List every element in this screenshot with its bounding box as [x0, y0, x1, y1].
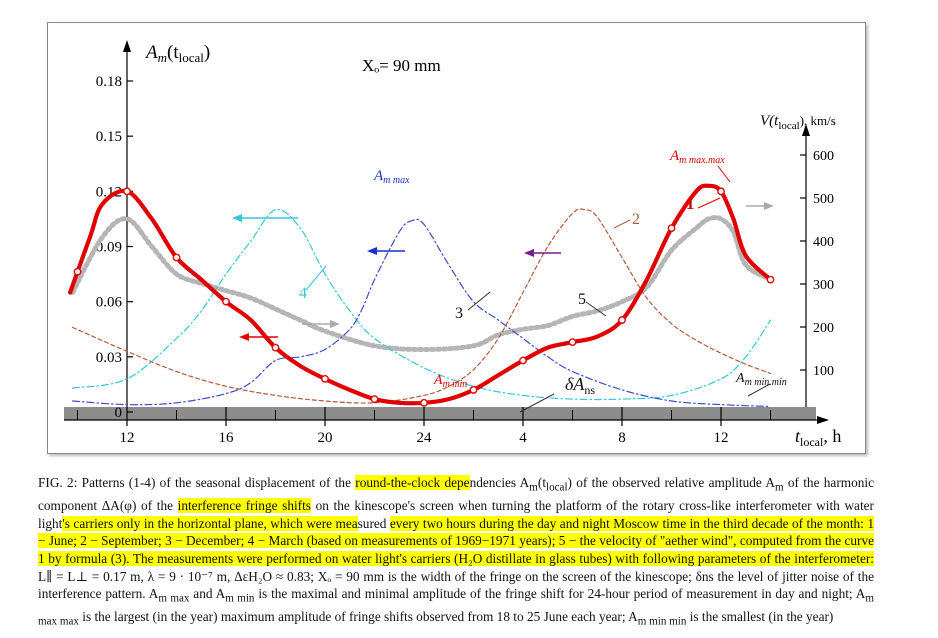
x-tick-label: 16: [219, 430, 235, 446]
highlight-2: interference fringe shifts: [177, 498, 311, 514]
data-point: [469, 386, 478, 394]
y-left-tick-label: 0.03: [96, 350, 122, 366]
annot-delta-ns: δAns: [565, 374, 595, 397]
highlight-1: round-the-clock depe: [355, 475, 470, 490]
y-left-tick-label: 0.09: [96, 240, 122, 256]
leader-delta: [519, 393, 555, 413]
data-point: [766, 275, 775, 284]
x-tick-label: 24: [417, 430, 433, 446]
curve-label-2: 2: [632, 211, 640, 228]
arrow-purple: [524, 249, 561, 257]
series-line-1: [68, 183, 773, 406]
y-right-tick-label: 200: [813, 321, 834, 336]
x-tick-label: 4: [519, 430, 527, 446]
data-point: [420, 398, 428, 407]
data-point: [73, 267, 82, 276]
leader-5: [585, 301, 607, 317]
y-axis-left-arrow: [123, 40, 131, 52]
arrow-cyan: [232, 214, 298, 222]
leader-2: [613, 219, 631, 229]
leader-3: [467, 291, 491, 311]
y-right-tick-label: 500: [813, 192, 834, 207]
highlight-3: 's carriers only in the horizontal plane…: [62, 515, 358, 531]
curve-label-5: 5: [578, 291, 586, 308]
annot-am-min-min: Am min.min: [735, 371, 787, 388]
series-line-2: [72, 208, 772, 404]
data-point: [321, 374, 329, 383]
y-axis-right-arrow: [802, 124, 810, 136]
leader-4: [305, 265, 327, 291]
x-axis-label: tlocal, h: [795, 426, 841, 449]
annot-am-max: Am max: [373, 168, 410, 186]
arrow-gray-right: [746, 202, 774, 210]
data-point: [123, 187, 131, 196]
noise-band: [64, 407, 816, 420]
x-tick-label: 20: [318, 430, 333, 446]
ticks-layer: 0 0.03 0.06 0.09 0.12 0.15 0.18 100 200 300 400 500…: [77, 74, 834, 446]
data-point: [717, 187, 725, 196]
y-left-tick-label: 0.18: [96, 74, 122, 90]
y-left-tick-label: 0: [115, 405, 123, 421]
data-point: [370, 395, 379, 404]
y-right-tick-label: 600: [813, 149, 834, 164]
y-left-tick-label: 0.12: [96, 184, 122, 200]
leader-am-max-max: [717, 165, 731, 183]
data-point: [222, 297, 230, 306]
y-right-tick-label: 300: [813, 278, 834, 293]
series-line-4: [72, 208, 772, 401]
data-point: [568, 338, 577, 347]
y-left-label: Am(tlocal): [144, 42, 210, 65]
x-axis-arrow: [817, 416, 829, 424]
y-right-tick-label: 100: [813, 364, 834, 379]
y-right-label: V(tlocal), km/s: [760, 113, 836, 132]
leader-1: [697, 197, 721, 209]
annot-am-min: Am min: [433, 373, 467, 390]
markers-layer: [73, 187, 775, 407]
curve-label-4: 4: [299, 285, 307, 302]
leader-am-min-min: [747, 383, 771, 397]
arrow-blue: [367, 247, 405, 255]
x-tick-label: 12: [120, 430, 135, 446]
data-point: [519, 356, 527, 365]
y-right-tick-label: 400: [813, 235, 834, 250]
arrow-red: [239, 333, 278, 341]
figure-caption: FIG. 2: Patterns (1-4) of the seasonal d…: [38, 475, 874, 629]
series-layer: [68, 183, 773, 408]
curve-label-1: 1: [686, 194, 695, 213]
series-line-3: [72, 218, 772, 408]
x-tick-label: 12: [714, 430, 729, 446]
series-line-5: [70, 215, 773, 352]
data-point: [271, 343, 280, 352]
curve-label-3: 3: [455, 305, 463, 322]
data-point: [618, 316, 626, 324]
chart-title: Xₒ= 90 mm: [362, 56, 441, 75]
x-tick-label: 8: [618, 430, 626, 446]
chart: 0 0.03 0.06 0.09 0.12 0.15 0.18 100 200 300 400 500…: [64, 40, 841, 449]
y-left-tick-label: 0.15: [96, 129, 122, 145]
y-left-tick-label: 0.06: [96, 295, 123, 311]
data-point: [667, 224, 676, 233]
arrow-gray-middle: [302, 320, 340, 328]
annot-am-max-max: Am max.max: [669, 148, 725, 166]
data-point: [172, 253, 181, 262]
